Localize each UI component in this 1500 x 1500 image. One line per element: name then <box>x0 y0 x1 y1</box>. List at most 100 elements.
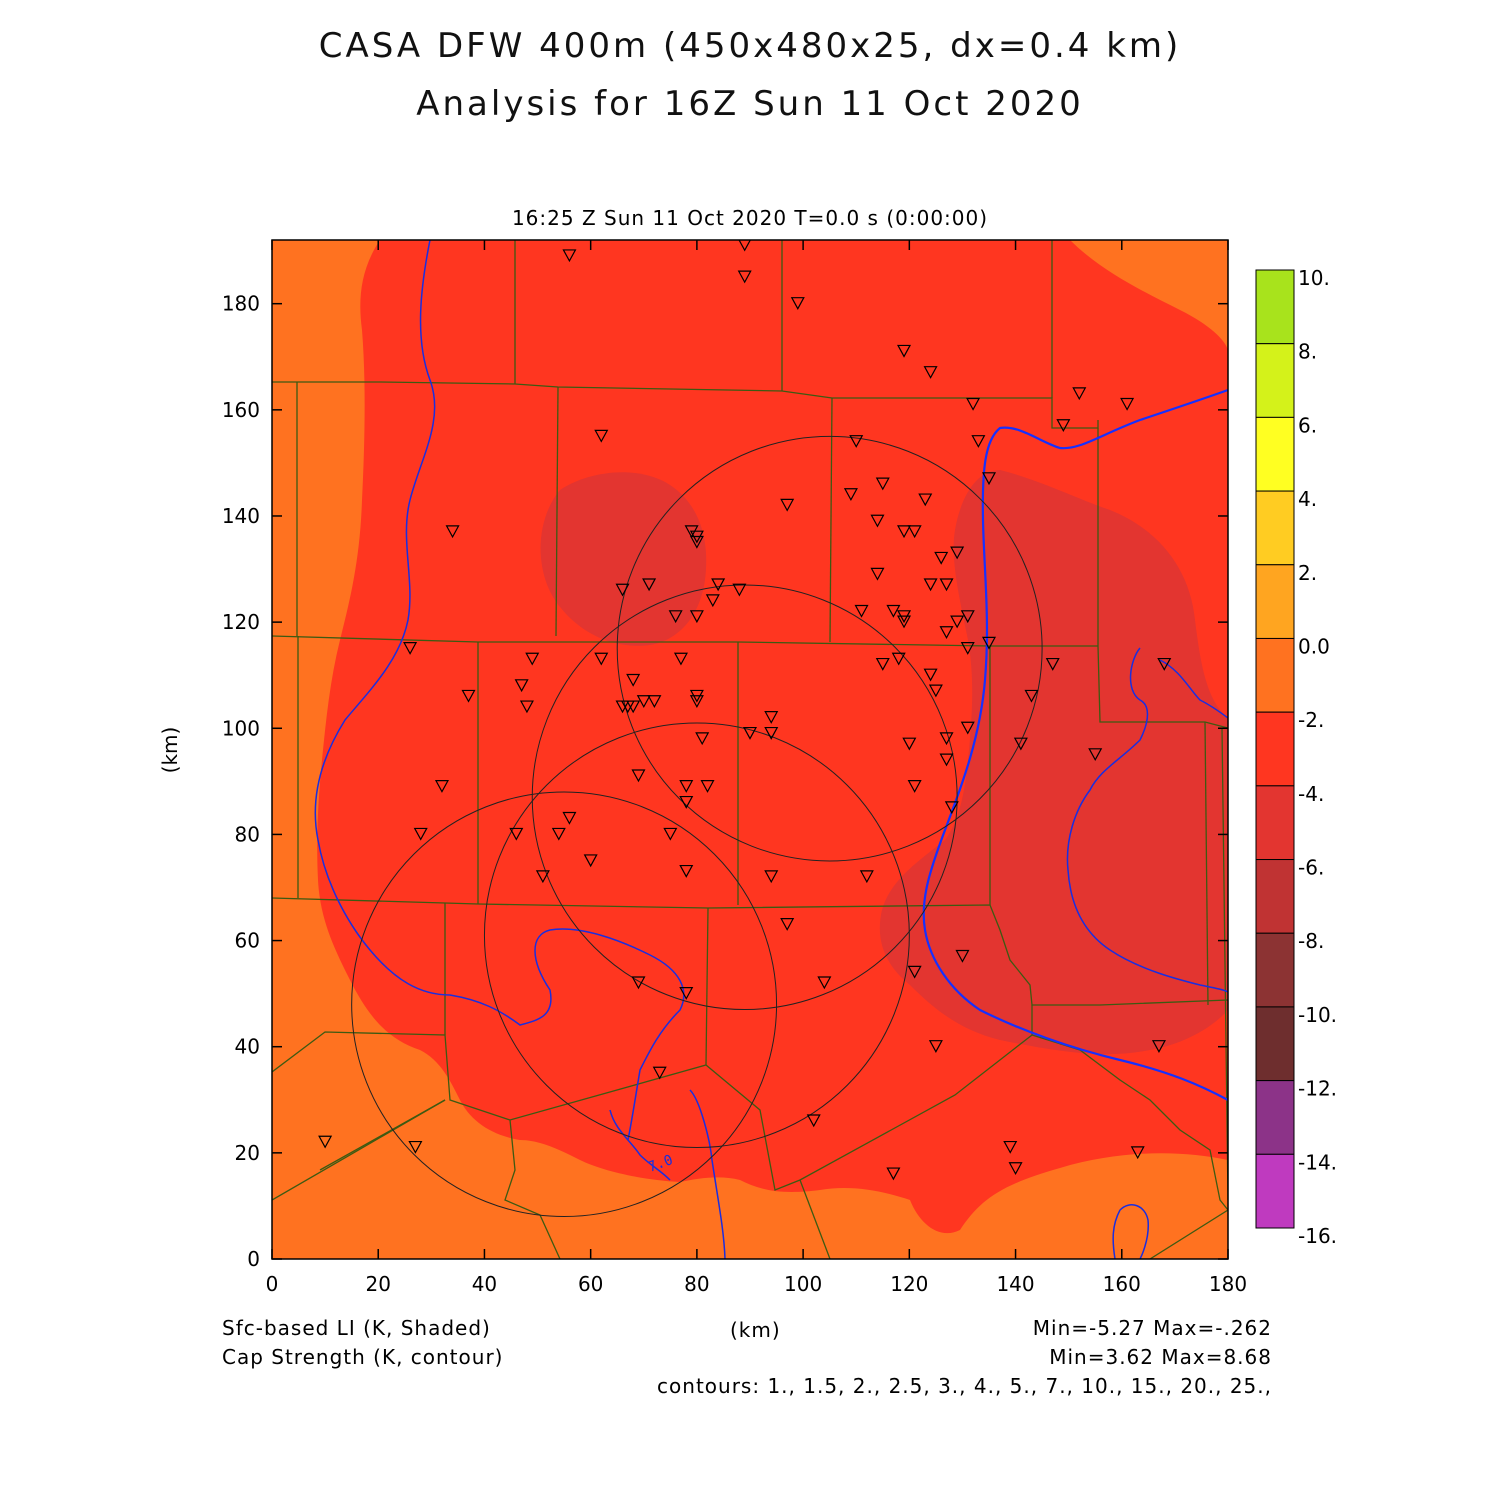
station-marker <box>981 636 997 650</box>
station-marker <box>679 780 694 793</box>
colorbar-swatch <box>1255 564 1295 639</box>
colorbar-swatch <box>1255 490 1295 566</box>
x-axis: 0 20 40 60 80 100 120 140 160 180 <box>266 240 1247 1296</box>
station-marker <box>944 801 959 815</box>
x-tick-label: 0 <box>266 1272 279 1296</box>
station-marker <box>939 732 954 746</box>
station-marker <box>1003 1140 1018 1154</box>
colorbar-swatch <box>1255 859 1295 934</box>
x-tick-label: 60 <box>578 1272 603 1296</box>
colorbar-label: 8. <box>1298 340 1317 364</box>
station-marker <box>673 652 688 666</box>
colorbar-swatch <box>1255 1006 1295 1082</box>
station-marker <box>859 870 874 884</box>
colorbar: 10. 8. 6. 4. 2. 0.0 -2. -4. -6. -8. -10. -12. -14. -1… <box>1255 266 1337 1248</box>
station-marker <box>631 769 646 783</box>
colorbar-label: -12. <box>1298 1077 1337 1101</box>
station-marker <box>434 780 449 793</box>
station-marker <box>806 1114 821 1128</box>
station-marker <box>843 488 858 502</box>
station-marker <box>738 240 751 252</box>
station-marker <box>902 737 917 751</box>
station-marker <box>679 987 694 1000</box>
station-marker <box>875 477 890 491</box>
y-axis-label: (km) <box>158 727 182 774</box>
station-marker <box>971 435 986 448</box>
station-marker <box>897 525 912 539</box>
station-marker <box>652 1066 667 1080</box>
station-marker <box>907 780 922 793</box>
station-marker <box>790 297 805 310</box>
title-line-1: CASA DFW 400m (450x480x25, dx=0.4 km) <box>318 26 1182 66</box>
colorbar-swatch <box>1255 711 1295 787</box>
station-marker <box>408 1140 423 1154</box>
station-marker <box>732 583 747 597</box>
station-marker <box>939 626 954 639</box>
colorbar-swatch <box>1255 416 1295 492</box>
station-marker <box>679 864 694 878</box>
station-marker <box>939 753 954 767</box>
colorbar-swatch <box>1255 1153 1295 1229</box>
station-marker <box>514 679 529 693</box>
station-marker <box>689 695 704 708</box>
station-marker <box>966 397 981 411</box>
station-marker <box>897 615 912 629</box>
x-tick-label: 180 <box>1209 1272 1247 1296</box>
colorbar-label: -8. <box>1298 929 1324 953</box>
station-marker <box>413 827 428 841</box>
station-marker <box>461 689 476 703</box>
station-marker <box>870 567 885 581</box>
station-marker <box>700 780 715 793</box>
station-marker <box>928 1040 943 1053</box>
station-marker <box>886 1167 901 1181</box>
colorbar-swatch <box>1255 932 1295 1008</box>
x-tick-label: 120 <box>890 1272 928 1296</box>
colorbar-swatch <box>1255 785 1295 861</box>
y-tick-label: 120 <box>222 610 260 634</box>
station-marker <box>525 652 540 666</box>
station-marker <box>907 965 922 979</box>
radar-range-rings <box>351 435 1043 1218</box>
station-marker <box>1072 387 1087 401</box>
station-marker <box>918 493 933 507</box>
colorbar-swatch <box>1255 637 1295 713</box>
station-marker <box>939 578 954 592</box>
colorbar-swatch <box>1255 269 1295 345</box>
station-marker <box>594 652 609 666</box>
colorbar-swatch <box>1255 343 1295 418</box>
radar-range-circle <box>616 435 1043 862</box>
station-marker <box>960 721 975 735</box>
station-marker <box>981 472 997 486</box>
station-marker <box>923 366 938 379</box>
station-marker <box>742 726 758 740</box>
station-marker <box>817 976 832 990</box>
field1-label: Sfc-based LI (K, Shaded) <box>222 1316 491 1340</box>
colorbar-label: -2. <box>1298 708 1324 732</box>
station-marker <box>636 695 651 708</box>
field1-range: Min=-5.27 Max=-.262 <box>1032 1316 1272 1340</box>
station-marker <box>562 249 577 263</box>
station-marker <box>519 700 534 714</box>
y-tick-label: 20 <box>235 1141 260 1165</box>
plot-frame <box>271 239 1229 1260</box>
station-marker <box>705 594 720 608</box>
station-marker <box>849 435 864 448</box>
colorbar-label: -16. <box>1298 1224 1337 1248</box>
station-marker <box>897 344 912 358</box>
station-marker <box>689 610 704 624</box>
radar-range-circle <box>483 722 910 1149</box>
station-marker <box>1157 657 1172 671</box>
station-marker <box>695 732 710 746</box>
colorbar-label: 0.0 <box>1298 634 1330 658</box>
station-marker <box>647 695 662 708</box>
x-tick-label: 40 <box>472 1272 497 1296</box>
station-marker <box>668 610 683 624</box>
y-tick-label: 180 <box>222 292 260 316</box>
station-marker <box>764 870 779 884</box>
station-marker <box>689 530 704 544</box>
station-marker <box>535 870 550 884</box>
station-marker <box>631 976 646 990</box>
colorbar-label: -14. <box>1298 1150 1337 1174</box>
station-marker <box>907 525 922 539</box>
station-marker <box>1008 1162 1023 1176</box>
